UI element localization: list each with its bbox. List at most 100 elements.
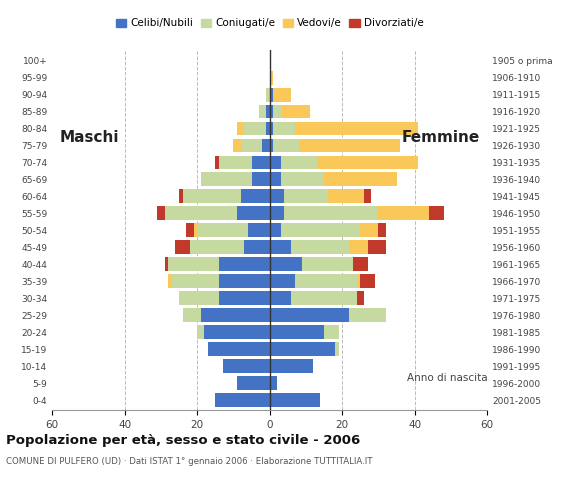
Bar: [270, 275, 295, 288]
Bar: [165, 206, 237, 220]
Bar: [270, 240, 291, 254]
Bar: [237, 121, 244, 135]
Bar: [175, 240, 190, 254]
Bar: [360, 223, 378, 238]
Bar: [219, 291, 270, 305]
Bar: [197, 223, 248, 238]
Bar: [281, 172, 324, 186]
Bar: [357, 275, 360, 288]
Bar: [204, 325, 270, 339]
Bar: [266, 87, 270, 101]
Bar: [324, 325, 339, 339]
Bar: [262, 139, 270, 153]
Bar: [172, 275, 219, 288]
Bar: [273, 139, 299, 153]
Bar: [157, 206, 165, 220]
Bar: [270, 393, 320, 407]
Bar: [299, 139, 400, 153]
Bar: [215, 156, 219, 169]
Bar: [360, 275, 375, 288]
Bar: [219, 156, 252, 169]
Bar: [237, 376, 270, 390]
Bar: [190, 240, 244, 254]
Bar: [194, 223, 197, 238]
Bar: [266, 105, 270, 119]
Bar: [237, 206, 270, 220]
Bar: [244, 240, 270, 254]
Legend: Celibi/Nubili, Coniugati/e, Vedovi/e, Divorziati/e: Celibi/Nubili, Coniugati/e, Vedovi/e, Di…: [112, 14, 427, 33]
Bar: [335, 342, 339, 356]
Bar: [168, 257, 219, 271]
Bar: [183, 308, 201, 322]
Bar: [233, 139, 241, 153]
Bar: [241, 190, 270, 204]
Bar: [281, 223, 360, 238]
Text: COMUNE DI PULFERO (UD) · Dati ISTAT 1° gennaio 2006 · Elaborazione TUTTITALIA.IT: COMUNE DI PULFERO (UD) · Dati ISTAT 1° g…: [6, 457, 372, 466]
Bar: [270, 172, 281, 186]
Bar: [291, 291, 357, 305]
Bar: [270, 257, 302, 271]
Bar: [248, 223, 270, 238]
Bar: [378, 206, 429, 220]
Bar: [215, 393, 270, 407]
Bar: [179, 190, 183, 204]
Bar: [357, 291, 364, 305]
Bar: [270, 308, 349, 322]
Bar: [284, 190, 328, 204]
Bar: [270, 139, 273, 153]
Bar: [270, 342, 335, 356]
Bar: [183, 190, 241, 204]
Bar: [368, 240, 386, 254]
Bar: [208, 342, 270, 356]
Bar: [429, 206, 444, 220]
Bar: [186, 223, 194, 238]
Text: Maschi: Maschi: [59, 130, 119, 144]
Bar: [165, 257, 168, 271]
Text: Femmine: Femmine: [402, 130, 480, 144]
Bar: [270, 325, 324, 339]
Bar: [281, 156, 317, 169]
Bar: [328, 190, 364, 204]
Bar: [270, 121, 273, 135]
Bar: [270, 190, 284, 204]
Bar: [270, 156, 281, 169]
Bar: [302, 257, 353, 271]
Bar: [259, 105, 266, 119]
Bar: [295, 275, 357, 288]
Bar: [281, 105, 310, 119]
Text: Popolazione per età, sesso e stato civile - 2006: Popolazione per età, sesso e stato civil…: [6, 434, 360, 447]
Bar: [252, 172, 270, 186]
Bar: [201, 172, 252, 186]
Bar: [273, 87, 291, 101]
Bar: [244, 121, 266, 135]
Bar: [273, 105, 281, 119]
Bar: [291, 240, 349, 254]
Bar: [353, 257, 368, 271]
Bar: [219, 275, 270, 288]
Bar: [197, 325, 204, 339]
Bar: [270, 206, 284, 220]
Bar: [266, 121, 270, 135]
Bar: [317, 156, 418, 169]
Bar: [270, 223, 281, 238]
Bar: [270, 87, 273, 101]
Bar: [201, 308, 270, 322]
Bar: [295, 121, 418, 135]
Bar: [223, 360, 270, 373]
Bar: [270, 376, 277, 390]
Bar: [219, 257, 270, 271]
Bar: [270, 105, 273, 119]
Bar: [270, 291, 291, 305]
Text: Anno di nascita: Anno di nascita: [407, 373, 487, 383]
Bar: [324, 172, 397, 186]
Bar: [168, 275, 172, 288]
Bar: [364, 190, 371, 204]
Bar: [349, 308, 386, 322]
Bar: [273, 121, 295, 135]
Bar: [241, 139, 262, 153]
Bar: [284, 206, 378, 220]
Bar: [270, 360, 313, 373]
Bar: [252, 156, 270, 169]
Bar: [179, 291, 219, 305]
Bar: [378, 223, 386, 238]
